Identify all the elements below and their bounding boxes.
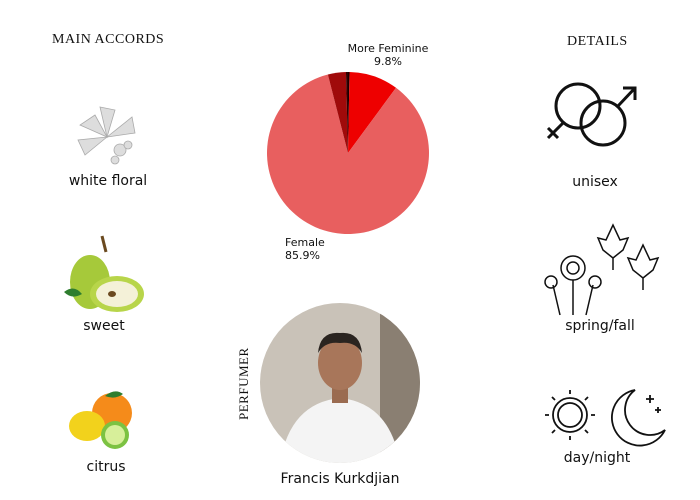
sun-moon-icon (545, 389, 666, 447)
detail-label: spring/fall (565, 318, 635, 334)
pear-icon (64, 235, 144, 312)
white-flower-icon (77, 106, 136, 165)
gender-icon (546, 82, 637, 147)
accord-label: sweet (83, 318, 125, 334)
perfumer-photo (260, 303, 420, 463)
perfumer-name: Francis Kurkdjian (280, 471, 400, 487)
flowers-leaves-icon (544, 223, 660, 316)
pie-slice-2 (267, 74, 430, 234)
pie-slice-4 (345, 72, 348, 153)
main-accords-heading: MAIN ACCORDS (52, 32, 165, 47)
pie-slice-3 (327, 72, 348, 153)
accord-label: white floral (68, 173, 148, 189)
pie-slice-1 (348, 72, 397, 153)
citrus-icon (69, 391, 132, 449)
details-heading: DETAILS (567, 34, 628, 49)
pie-label-more-feminine: More Feminine 9.8% (347, 42, 429, 68)
detail-label: unisex (572, 174, 618, 190)
pie-slice-0 (348, 72, 350, 153)
pie-label-female: Female 85.9% (285, 236, 325, 262)
accord-label: citrus (86, 459, 126, 475)
perfumer-heading: PERFUMER (236, 347, 251, 420)
detail-label: day/night (563, 450, 631, 466)
